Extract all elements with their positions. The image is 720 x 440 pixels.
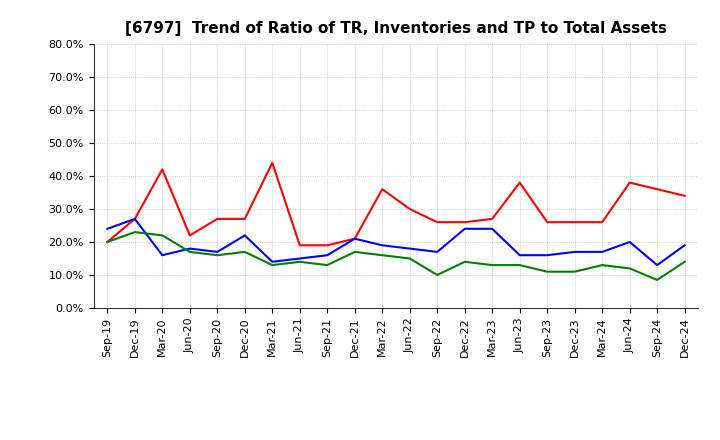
Trade Payables (488, 262, 497, 268)
Trade Payables (405, 256, 414, 261)
Line: Trade Payables: Trade Payables (107, 232, 685, 280)
Inventories (405, 246, 414, 251)
Trade Payables (516, 262, 524, 268)
Inventories (268, 259, 276, 264)
Trade Payables (433, 272, 441, 278)
Inventories (378, 243, 387, 248)
Trade Payables (543, 269, 552, 275)
Line: Inventories: Inventories (107, 219, 685, 265)
Trade Payables (213, 253, 222, 258)
Trade Payables (351, 249, 359, 254)
Inventories (543, 253, 552, 258)
Trade Payables (653, 277, 662, 282)
Inventories (186, 246, 194, 251)
Inventories (323, 253, 332, 258)
Trade Receivables (433, 220, 441, 225)
Trade Payables (158, 233, 166, 238)
Trade Payables (378, 253, 387, 258)
Title: [6797]  Trend of Ratio of TR, Inventories and TP to Total Assets: [6797] Trend of Ratio of TR, Inventories… (125, 21, 667, 36)
Trade Receivables (598, 220, 606, 225)
Trade Receivables (680, 193, 689, 198)
Inventories (240, 233, 249, 238)
Trade Receivables (103, 239, 112, 245)
Inventories (626, 239, 634, 245)
Trade Payables (626, 266, 634, 271)
Trade Receivables (295, 243, 304, 248)
Inventories (158, 253, 166, 258)
Trade Payables (103, 239, 112, 245)
Inventories (680, 243, 689, 248)
Trade Receivables (626, 180, 634, 185)
Inventories (598, 249, 606, 254)
Trade Receivables (240, 216, 249, 221)
Inventories (433, 249, 441, 254)
Inventories (213, 249, 222, 254)
Trade Payables (268, 262, 276, 268)
Inventories (516, 253, 524, 258)
Inventories (103, 226, 112, 231)
Trade Receivables (158, 167, 166, 172)
Trade Payables (570, 269, 579, 275)
Inventories (488, 226, 497, 231)
Trade Receivables (405, 206, 414, 212)
Trade Receivables (488, 216, 497, 221)
Inventories (351, 236, 359, 241)
Trade Payables (460, 259, 469, 264)
Line: Trade Receivables: Trade Receivables (107, 163, 685, 246)
Trade Payables (240, 249, 249, 254)
Trade Receivables (323, 243, 332, 248)
Inventories (295, 256, 304, 261)
Trade Payables (130, 230, 139, 235)
Trade Receivables (213, 216, 222, 221)
Trade Payables (295, 259, 304, 264)
Trade Receivables (653, 187, 662, 192)
Trade Receivables (543, 220, 552, 225)
Trade Payables (598, 262, 606, 268)
Trade Receivables (130, 216, 139, 221)
Trade Receivables (186, 233, 194, 238)
Trade Payables (680, 259, 689, 264)
Trade Receivables (268, 160, 276, 165)
Trade Receivables (460, 220, 469, 225)
Inventories (653, 262, 662, 268)
Trade Payables (186, 249, 194, 254)
Trade Receivables (351, 236, 359, 241)
Inventories (460, 226, 469, 231)
Trade Payables (323, 262, 332, 268)
Trade Receivables (570, 220, 579, 225)
Trade Receivables (378, 187, 387, 192)
Inventories (130, 216, 139, 221)
Trade Receivables (516, 180, 524, 185)
Inventories (570, 249, 579, 254)
